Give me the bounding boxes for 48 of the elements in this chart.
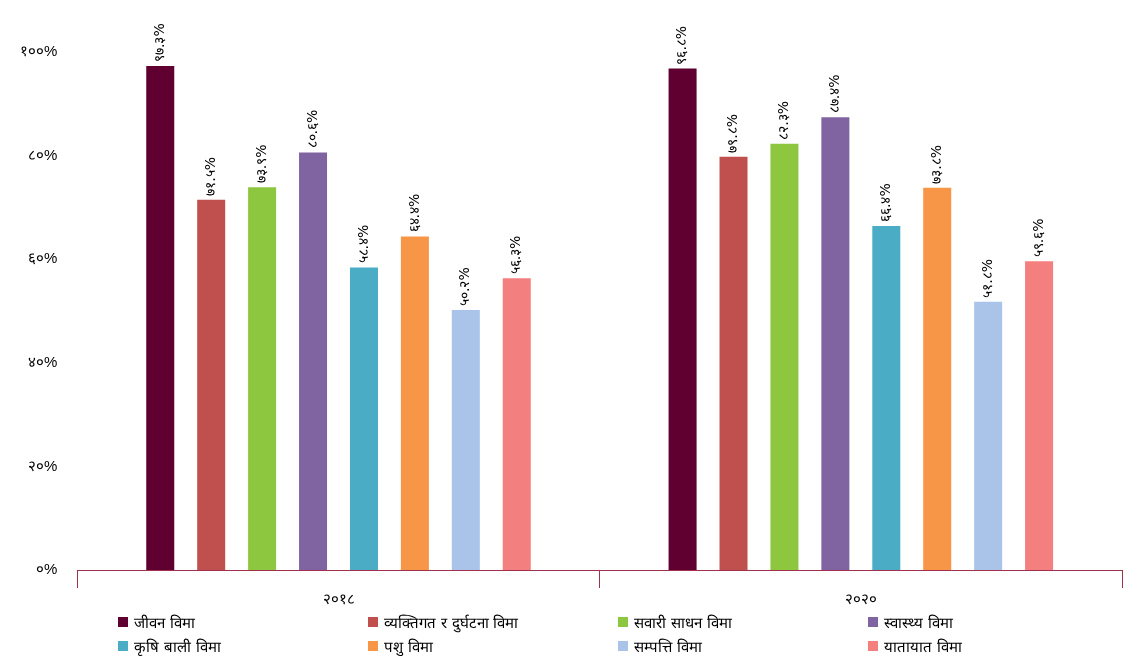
legend-label: पशु विमा [384, 637, 433, 656]
bar [400, 236, 429, 570]
y-tick-label: ०% [35, 560, 58, 578]
data-label: ७९.८% [724, 113, 741, 153]
y-tick-label: ६०% [27, 249, 58, 267]
y-tick-label: २०% [27, 456, 58, 474]
bar [349, 267, 378, 570]
bar [451, 309, 480, 570]
data-label: ७३.८% [927, 144, 944, 184]
bar [821, 117, 850, 570]
bar [719, 156, 748, 570]
legend-label: सवारी साधन विमा [634, 613, 732, 632]
bar [299, 152, 328, 570]
bar [1025, 261, 1054, 570]
x-tick-label: २०२० [844, 590, 877, 608]
bar [974, 301, 1003, 570]
bar [197, 199, 226, 570]
data-label: ८२.३% [775, 100, 792, 140]
data-label: ६४.४% [405, 193, 422, 233]
data-label: ५६.३% [507, 235, 524, 275]
legend-label: व्यक्तिगत र दुर्घटना विमा [384, 613, 519, 632]
data-label: ७३.९% [252, 144, 269, 184]
data-label: ५९.६% [1029, 218, 1046, 258]
y-tick-label: ४०% [27, 352, 58, 370]
legend-label: कृषि बाली विमा [134, 637, 221, 656]
data-label: ७१.५% [201, 156, 218, 196]
data-label: ८०.६% [303, 109, 320, 149]
legend-label: स्वास्थ्य विमा [884, 613, 953, 632]
data-label: ५१.८% [978, 258, 995, 298]
data-label: ८७.४% [826, 74, 843, 114]
legend-label: सम्पत्ति विमा [634, 637, 702, 656]
bar [923, 187, 952, 570]
data-label: ९७.३% [150, 23, 167, 62]
data-label: ५८.४% [354, 224, 371, 264]
y-tick-label: १००% [19, 42, 58, 60]
bar [770, 143, 799, 570]
data-label: ९६.८% [673, 25, 690, 65]
bar [146, 65, 175, 570]
bar [872, 226, 901, 570]
bar [668, 68, 697, 570]
data-label: ५०.२% [456, 267, 473, 306]
data-label: ६६.४% [876, 183, 893, 223]
bar [248, 187, 277, 570]
x-tick-label: २०१८ [322, 590, 355, 608]
y-tick-label: ८०% [27, 145, 58, 163]
legend-label: यातायात विमा [884, 637, 962, 656]
bar [502, 278, 531, 570]
legend-label: जीवन विमा [134, 613, 195, 632]
